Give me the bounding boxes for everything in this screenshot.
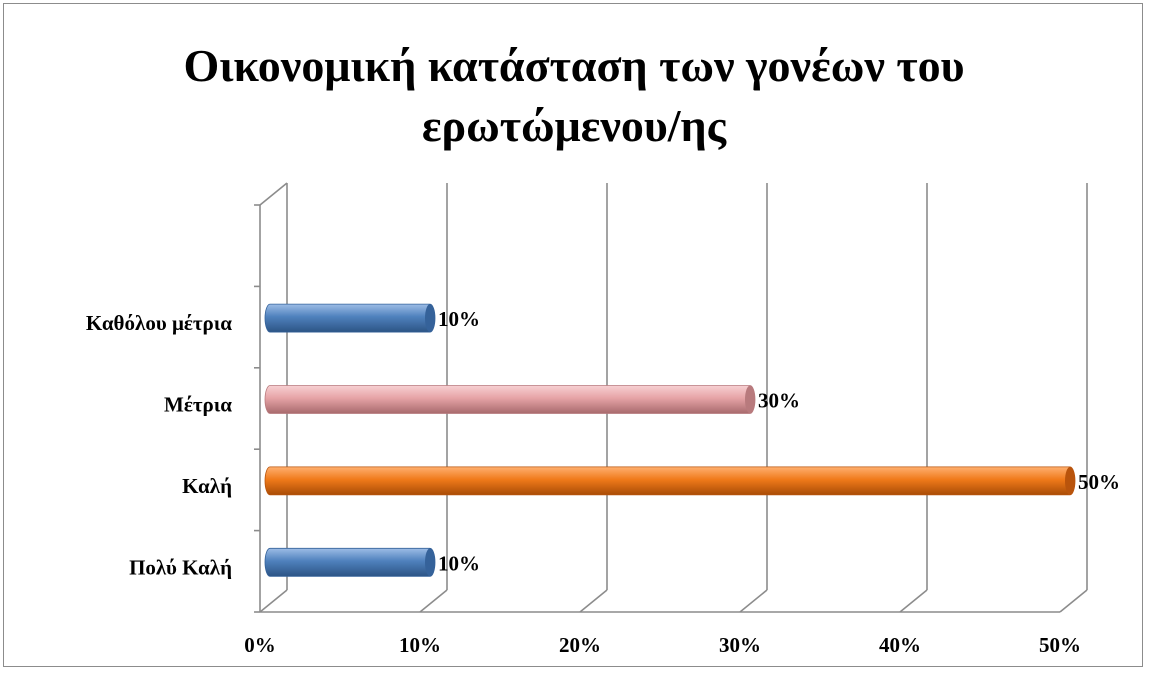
floor-gridline [419, 589, 448, 613]
bar [264, 466, 1076, 496]
bar-cap [425, 304, 435, 333]
chart-frame: Οικονομική κατάσταση των γονέων του ερωτ… [3, 3, 1143, 667]
chart-title-line-1: Οικονομική κατάσταση των γονέων του [183, 40, 965, 91]
category-label: Καλή [182, 474, 232, 498]
x-tick-label: 20% [559, 633, 601, 657]
data-label: 10% [438, 307, 480, 331]
floor-gridline [1059, 589, 1088, 613]
category-label: Καθόλου μέτρια [86, 311, 232, 335]
floor-gridline [579, 589, 608, 613]
floor-gridline [899, 589, 928, 613]
label-layer: 0% 10% 20% 30% 40% 50% 10% Πολύ Καλή 50% Καλή 30% Μ… [86, 307, 1120, 657]
x-tick-label: 0% [244, 633, 276, 657]
data-label: 10% [438, 551, 480, 575]
side-wall-top [259, 182, 288, 206]
bar [264, 547, 436, 577]
x-tick-label: 50% [1039, 633, 1081, 657]
bar-cap [425, 548, 435, 577]
bar-layer [264, 303, 1076, 577]
category-label: Πολύ Καλή [129, 555, 232, 579]
x-tick-label: 40% [879, 633, 921, 657]
bar-group [264, 303, 436, 333]
x-tick-label: 30% [719, 633, 761, 657]
data-label: 30% [758, 389, 800, 413]
bar-group [264, 385, 756, 414]
floor-gridline [739, 589, 768, 613]
bar-group [264, 466, 1076, 496]
bar [264, 385, 756, 414]
floor-gridline [259, 589, 288, 613]
data-label: 50% [1078, 470, 1120, 494]
chart-title-line-2: ερωτώμενου/ης [421, 100, 727, 151]
bar-cap [745, 385, 755, 414]
category-label: Μέτρια [164, 393, 232, 417]
bar [264, 303, 436, 333]
bar-group [264, 547, 436, 577]
chart-title: Οικονομική κατάσταση των γονέων του ερωτ… [4, 36, 1144, 156]
bar-cap [1065, 466, 1075, 495]
x-tick-label: 10% [399, 633, 441, 657]
